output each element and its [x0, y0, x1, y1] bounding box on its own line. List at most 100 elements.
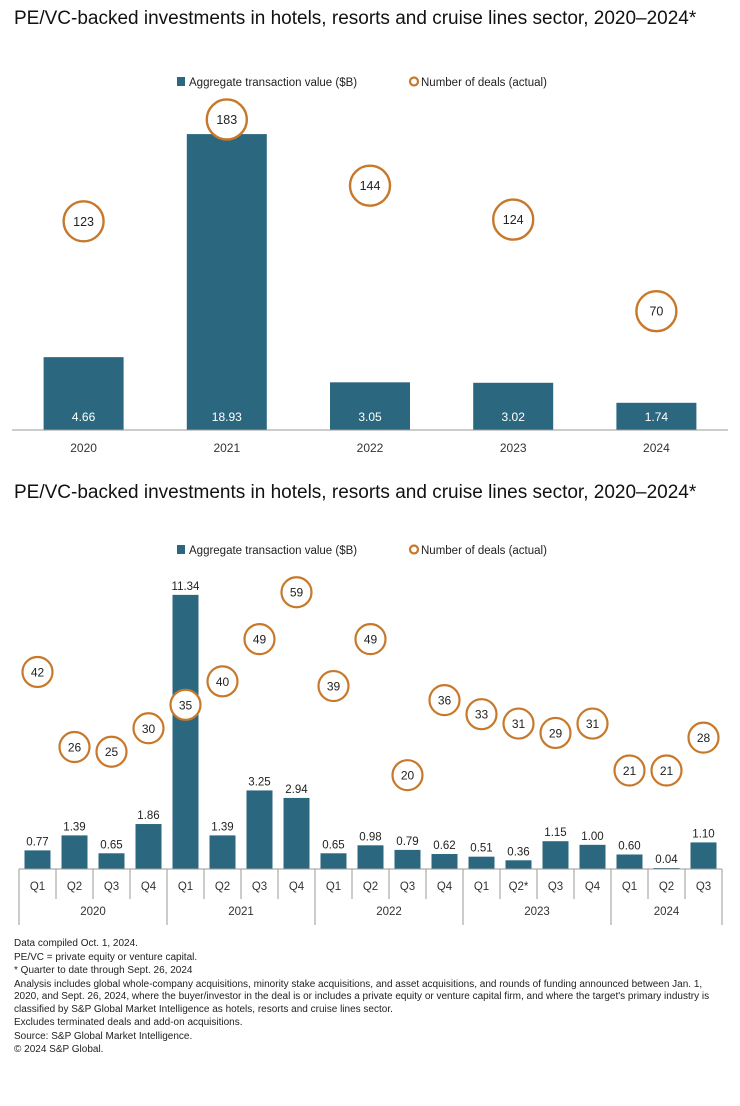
bar-value-label: 1.86 [137, 810, 159, 822]
x-tick-label: Q1 [30, 881, 45, 893]
deal-count-marker [348, 164, 392, 207]
bar-value-label: 0.36 [507, 846, 529, 858]
bar [542, 841, 569, 869]
footnotes: Data compiled Oct. 1, 2024. PE/VC = priv… [14, 938, 726, 1058]
bar [186, 134, 267, 430]
x-tick-label: Q1 [178, 881, 193, 893]
x-tick-label: Q2 [363, 881, 378, 893]
chart-1-plot: 4.66 123 2020 18.93 183 2021 3.05 144 2022 3.02 12… [12, 98, 728, 455]
bar-value-label: 11.34 [172, 581, 201, 593]
bar [690, 842, 717, 869]
footnote-analysis: Analysis includes global whole-company a… [14, 978, 710, 1015]
x-tick-label: Q2 [215, 881, 230, 893]
deal-count-marker [687, 721, 720, 754]
legend-circle-label: Number of deals (actual) [421, 77, 547, 89]
deal-count-marker [391, 759, 424, 792]
bar [283, 797, 310, 869]
x-tick-label: Q2 [659, 881, 674, 893]
bar-value-label: 0.51 [470, 843, 492, 855]
bar [320, 853, 347, 869]
bar-value-label: 0.77 [26, 836, 48, 848]
deal-count-marker [428, 684, 461, 717]
deal-count-label: 42 [31, 665, 45, 679]
bar-value-label: 0.62 [433, 840, 455, 852]
bar-value-label: 3.05 [358, 410, 382, 424]
deal-count-marker [280, 576, 313, 609]
deal-count-label: 49 [364, 633, 378, 647]
bar [616, 854, 643, 869]
deal-count-marker [465, 698, 498, 731]
bar-value-label: 1.15 [544, 827, 566, 839]
x-tick-label: Q4 [437, 881, 453, 893]
x-tick-label: Q2 [67, 881, 82, 893]
bar [473, 382, 554, 430]
x-tick-label: Q1 [474, 881, 489, 893]
chart-2: Aggregate transaction value ($B) Number … [18, 544, 723, 925]
bar-value-label: 18.93 [212, 410, 242, 424]
legend-circle-icon [408, 76, 420, 87]
bar-value-label: 0.65 [322, 839, 344, 851]
bar-value-label: 4.66 [72, 410, 96, 424]
footnote-definition: PE/VC = private equity or venture capita… [14, 951, 198, 963]
footnote-source: Source: S&P Global Market Intelligence. [14, 1030, 193, 1042]
deal-count-marker [635, 290, 678, 333]
x-tick-label: 2024 [643, 441, 670, 455]
bar-value-label: 1.39 [211, 821, 233, 833]
deal-count-marker [317, 669, 350, 703]
legend-bar-label: Aggregate transaction value ($B) [189, 545, 357, 557]
deal-count-label: 21 [660, 764, 674, 778]
deal-count-label: 40 [216, 675, 230, 689]
footnote-copyright: © 2024 S&P Global. [14, 1044, 104, 1055]
deal-count-label: 31 [586, 717, 600, 731]
bar [468, 856, 495, 869]
deal-count-label: 183 [216, 113, 237, 127]
deal-count-label: 70 [649, 305, 663, 319]
deal-count-marker [169, 688, 202, 721]
bar-value-label: 0.65 [100, 839, 122, 851]
deal-count-label: 144 [360, 179, 381, 193]
x-group-label: 2020 [80, 906, 106, 918]
x-tick-label: Q4 [585, 881, 601, 893]
bar [394, 849, 421, 869]
legend-circle-label: Number of deals (actual) [421, 545, 547, 557]
bar [209, 835, 236, 869]
bar [98, 853, 125, 869]
bar-value-label: 0.60 [618, 840, 640, 852]
deal-count-marker [206, 665, 239, 698]
bar [135, 824, 162, 869]
x-group-label: 2021 [228, 906, 254, 918]
legend-bar-swatch [177, 545, 185, 554]
deal-count-label: 35 [179, 698, 193, 712]
footnote-date: Data compiled Oct. 1, 2024. [14, 938, 138, 949]
bar [43, 357, 124, 430]
bar-value-label: 0.04 [655, 854, 678, 866]
x-tick-label: Q4 [289, 881, 305, 893]
x-tick-label: Q1 [326, 881, 341, 893]
deal-count-marker [205, 98, 249, 141]
footnote-exclusions: Excludes terminated deals and add-on acq… [14, 1017, 243, 1028]
x-tick-label: Q3 [104, 881, 119, 893]
chart-1-title: PE/VC-backed investments in hotels, reso… [14, 8, 697, 29]
deal-count-marker [132, 712, 165, 745]
bar [61, 835, 88, 869]
bar [579, 844, 606, 869]
bar-value-label: 1.74 [645, 410, 669, 424]
chart-2-title: PE/VC-backed investments in hotels, reso… [14, 482, 697, 503]
x-tick-label: 2023 [500, 441, 527, 455]
deal-count-label: 25 [105, 745, 119, 759]
bar [505, 860, 532, 869]
bar [357, 845, 384, 869]
x-tick-label: Q2* [509, 881, 529, 893]
bar [24, 850, 51, 869]
deal-count-label: 28 [697, 731, 711, 745]
x-group-label: 2024 [654, 906, 680, 918]
legend-bar-label: Aggregate transaction value ($B) [189, 77, 357, 89]
deal-count-marker [58, 730, 91, 764]
bar-value-label: 0.79 [396, 836, 418, 848]
deal-count-marker [492, 198, 535, 241]
bar [431, 854, 458, 869]
deal-count-marker [95, 735, 128, 768]
x-tick-label: Q1 [622, 881, 637, 893]
deal-count-label: 31 [512, 717, 526, 731]
bar [246, 790, 273, 869]
